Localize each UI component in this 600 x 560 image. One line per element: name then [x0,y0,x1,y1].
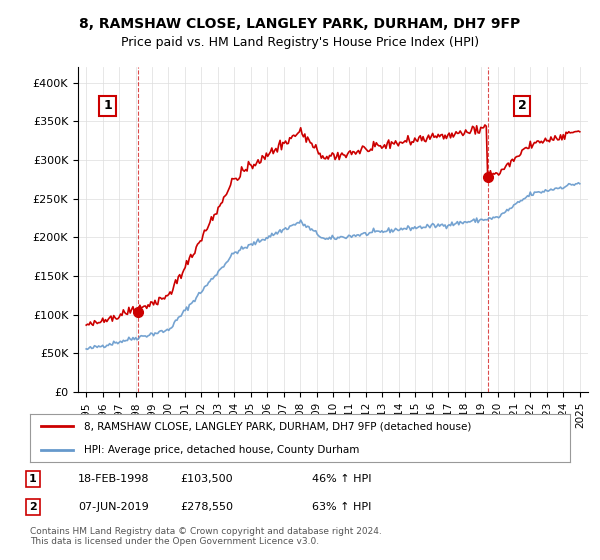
Text: 18-FEB-1998: 18-FEB-1998 [78,474,149,484]
Text: HPI: Average price, detached house, County Durham: HPI: Average price, detached house, Coun… [84,445,359,455]
Text: 1: 1 [103,99,112,113]
Text: Contains HM Land Registry data © Crown copyright and database right 2024.
This d: Contains HM Land Registry data © Crown c… [30,526,382,546]
Text: 8, RAMSHAW CLOSE, LANGLEY PARK, DURHAM, DH7 9FP (detached house): 8, RAMSHAW CLOSE, LANGLEY PARK, DURHAM, … [84,421,472,431]
Text: £103,500: £103,500 [180,474,233,484]
Text: 8, RAMSHAW CLOSE, LANGLEY PARK, DURHAM, DH7 9FP: 8, RAMSHAW CLOSE, LANGLEY PARK, DURHAM, … [79,17,521,31]
Text: 63% ↑ HPI: 63% ↑ HPI [312,502,371,512]
Text: 07-JUN-2019: 07-JUN-2019 [78,502,149,512]
Text: 46% ↑ HPI: 46% ↑ HPI [312,474,371,484]
Text: 1: 1 [29,474,37,484]
Text: 2: 2 [518,99,527,113]
Text: 2: 2 [29,502,37,512]
Text: Price paid vs. HM Land Registry's House Price Index (HPI): Price paid vs. HM Land Registry's House … [121,36,479,49]
Text: £278,550: £278,550 [180,502,233,512]
